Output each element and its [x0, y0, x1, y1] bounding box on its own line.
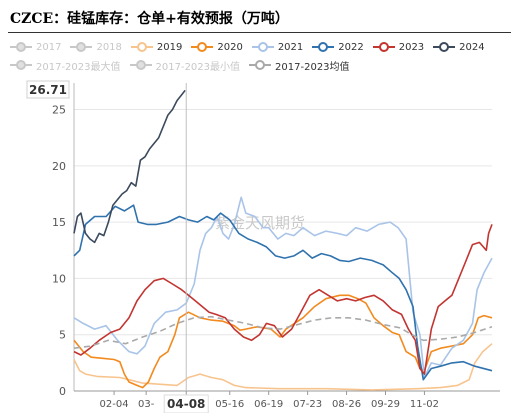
legend-label: 2018 [96, 41, 122, 53]
legend-swatch-icon [312, 42, 335, 52]
legend-label: 2024 [459, 41, 485, 53]
value-tooltip: 26.71 [26, 80, 70, 99]
legend-item[interactable]: 2018 [70, 41, 122, 53]
legend-row: 2017-2023最大值 2017-2023最小值 2017-2023均值 [10, 56, 515, 74]
y-tick-label: 25 [52, 104, 66, 117]
legend-swatch-icon [433, 42, 456, 52]
legend-label: 2017-2023最小值 [155, 61, 241, 73]
title-divider [8, 32, 511, 33]
x-tick-label: 03- [138, 399, 155, 410]
series-line [73, 89, 186, 244]
legend-swatch-icon [372, 42, 395, 52]
legend-item[interactable]: 2024 [433, 41, 485, 53]
series-line [73, 196, 493, 379]
x-tick-label: 02-04 [100, 399, 129, 410]
legend-swatch-icon [251, 42, 274, 52]
legend-item[interactable]: 2023 [372, 41, 425, 53]
value-tooltip-text: 26.71 [29, 83, 67, 97]
legend-label: 2017-2023最大值 [36, 61, 121, 73]
legend-item[interactable]: 2017 [10, 42, 61, 53]
y-tick-label: 20 [52, 160, 66, 173]
value-tooltip-box [26, 80, 70, 99]
y-tick-label: 0 [59, 385, 66, 398]
x-tick-highlight-box [163, 394, 209, 413]
legend-item[interactable]: 2017-2023均值 [249, 58, 350, 73]
legend: 2017 2018 2019 2020 2021 2022 2023 2024 2017-20… [10, 38, 515, 74]
series-line [73, 204, 493, 381]
legend-item[interactable]: 2017-2023最大值 [10, 58, 121, 73]
x-tick-label: 06-19 [254, 399, 283, 410]
legend-label: 2019 [156, 41, 183, 53]
x-tick-label: 07-23 [293, 399, 322, 410]
legend-label: 2022 [338, 41, 364, 53]
x-tick-highlight: 04-08 [163, 394, 209, 413]
legend-swatch-icon [130, 42, 153, 52]
legend-row: 2017 2018 2019 2020 2021 2022 2023 2024 [10, 38, 515, 56]
legend-item[interactable]: 2017-2023最小值 [129, 58, 241, 73]
legend-swatch-icon [10, 42, 32, 52]
x-tick-label: 08-26 [332, 399, 361, 410]
y-tick-label: 15 [52, 216, 66, 229]
series-line [73, 224, 493, 375]
legend-swatch-icon [191, 42, 214, 52]
x-tick-label: 05-16 [215, 399, 244, 410]
legend-label: 2017-2023均值 [275, 61, 350, 73]
legend-item[interactable]: 2022 [312, 41, 364, 53]
legend-label: 2017 [36, 41, 62, 53]
series-line [73, 315, 493, 349]
series-line [73, 343, 493, 391]
legend-label: 2021 [277, 41, 304, 53]
y-tick-label: 10 [52, 272, 66, 285]
legend-swatch-icon [70, 42, 93, 52]
x-tick-label: 04-08 [167, 397, 205, 411]
legend-label: 2020 [217, 41, 243, 53]
legend-swatch-icon [10, 60, 32, 70]
legend-item[interactable]: 2020 [191, 41, 243, 53]
legend-swatch-icon [249, 60, 272, 70]
x-tick-label: 09-29 [371, 399, 400, 410]
legend-item[interactable]: 2021 [251, 41, 304, 53]
legend-label: 2023 [398, 41, 425, 53]
legend-item[interactable]: 2019 [130, 41, 183, 53]
y-tick-label: 5 [59, 329, 66, 342]
chart-title: CZCE：硅锰库存：仓单+有效预报（万吨） [10, 11, 289, 27]
legend-swatch-icon [129, 60, 152, 70]
x-tick-label: 11-02 [410, 399, 439, 410]
